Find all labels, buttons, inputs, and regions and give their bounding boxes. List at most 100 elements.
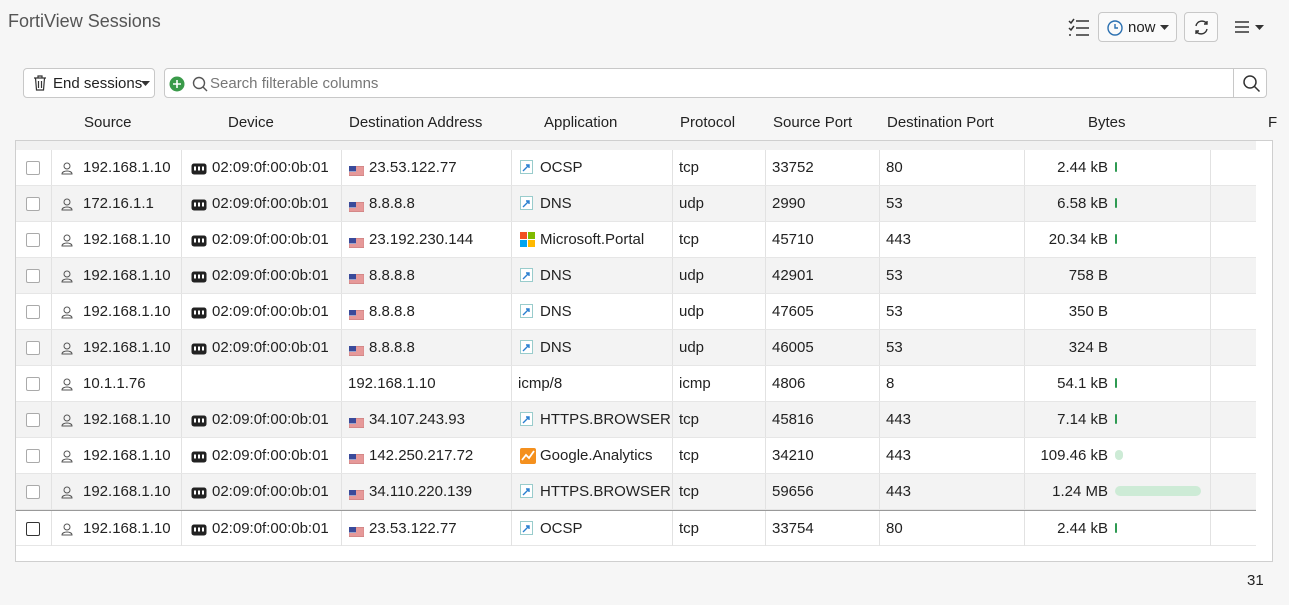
row-checkbox[interactable] bbox=[26, 522, 40, 536]
source: 192.168.1.10 bbox=[83, 339, 171, 356]
refresh-button[interactable] bbox=[1184, 12, 1218, 42]
bytes: 20.34 kB bbox=[1048, 231, 1108, 248]
device: 02:09:0f:00:0b:01 bbox=[212, 520, 329, 537]
session-row[interactable]: 10.1.1.76 192.168.1.10 icmp/8 icmp 4806 8 54.1… bbox=[16, 366, 1256, 402]
cell-divider bbox=[341, 258, 342, 293]
session-row[interactable]: 192.168.1.10 02:09:0f:00:0b:01 23.53.122.7… bbox=[16, 150, 1256, 186]
app-icon-glyph bbox=[520, 448, 536, 464]
app-icon-glyph bbox=[520, 232, 535, 247]
source: 192.168.1.10 bbox=[83, 447, 171, 464]
cell-divider bbox=[1210, 366, 1211, 401]
user-icon bbox=[61, 378, 73, 391]
user-icon-glyph bbox=[61, 306, 73, 319]
column-header[interactable]: Application bbox=[544, 114, 618, 131]
session-row[interactable]: 192.168.1.10 02:09:0f:00:0b:01 23.192.230.… bbox=[16, 222, 1256, 258]
bytes-bar bbox=[1115, 162, 1117, 172]
session-row[interactable]: 192.168.1.10 02:09:0f:00:0b:01 34.107.243.… bbox=[16, 402, 1256, 438]
app-icon bbox=[520, 304, 536, 320]
app-icon-glyph bbox=[520, 521, 533, 535]
refresh-icon bbox=[1195, 20, 1208, 35]
column-header[interactable]: Destination Address bbox=[349, 114, 483, 131]
row-checkbox[interactable] bbox=[26, 341, 40, 355]
cell-divider bbox=[1024, 511, 1025, 546]
cell-divider bbox=[341, 366, 342, 401]
cell-divider bbox=[51, 511, 52, 546]
cell-divider bbox=[672, 366, 673, 401]
trash-icon bbox=[34, 75, 46, 91]
time-button[interactable]: now bbox=[1098, 12, 1177, 42]
column-header[interactable]: Bytes bbox=[1088, 114, 1126, 131]
user-icon bbox=[61, 234, 73, 247]
destination-port: 443 bbox=[886, 231, 912, 248]
app-icon bbox=[520, 268, 536, 284]
user-icon bbox=[61, 523, 73, 536]
cell-divider bbox=[181, 366, 182, 401]
session-row[interactable]: 192.168.1.10 02:09:0f:00:0b:01 8.8.8.8 DNS u… bbox=[16, 330, 1256, 366]
page-title: FortiView Sessions bbox=[8, 11, 161, 31]
cell-divider bbox=[765, 186, 766, 221]
column-settings-icon[interactable] bbox=[1068, 17, 1090, 37]
device: 02:09:0f:00:0b:01 bbox=[212, 195, 329, 212]
flag-icon-glyph bbox=[348, 417, 365, 429]
destination: 34.107.243.93 bbox=[369, 411, 465, 428]
search-submit[interactable] bbox=[1242, 74, 1262, 94]
flag-icon-glyph bbox=[348, 237, 365, 249]
app-icon-glyph bbox=[520, 304, 533, 318]
row-checkbox[interactable] bbox=[26, 413, 40, 427]
search-box[interactable]: Search filterable columns bbox=[164, 68, 1267, 98]
cell-divider bbox=[181, 330, 182, 365]
row-checkbox[interactable] bbox=[26, 233, 40, 247]
column-header[interactable]: Device bbox=[228, 114, 274, 131]
source-port: 4806 bbox=[772, 375, 806, 392]
application: icmp/8 bbox=[518, 375, 563, 392]
cell-divider bbox=[51, 258, 52, 293]
column-header[interactable]: Destination Port bbox=[887, 114, 994, 131]
bytes: 6.58 kB bbox=[1057, 195, 1108, 212]
app-icon bbox=[520, 448, 536, 464]
session-row[interactable]: 192.168.1.10 02:09:0f:00:0b:01 142.250.217… bbox=[16, 438, 1256, 474]
session-row[interactable]: 192.168.1.10 02:09:0f:00:0b:01 8.8.8.8 DNS u… bbox=[16, 258, 1256, 294]
app-icon-glyph bbox=[520, 340, 533, 354]
cell-divider bbox=[765, 330, 766, 365]
device-icon-glyph bbox=[191, 235, 207, 247]
session-row[interactable]: 172.16.1.1 02:09:0f:00:0b:01 8.8.8.8 DNS udp… bbox=[16, 186, 1256, 222]
cell-divider bbox=[511, 366, 512, 401]
user-icon-glyph bbox=[61, 234, 73, 247]
cell-divider bbox=[181, 402, 182, 437]
cell-divider bbox=[1210, 330, 1211, 365]
source: 192.168.1.10 bbox=[83, 231, 171, 248]
session-row[interactable]: 192.168.1.10 02:09:0f:00:0b:01 23.53.122.7… bbox=[16, 510, 1256, 546]
source: 192.168.1.10 bbox=[83, 303, 171, 320]
cell-divider bbox=[181, 186, 182, 221]
destination-port: 443 bbox=[886, 411, 912, 428]
protocol: tcp bbox=[679, 483, 700, 500]
user-icon bbox=[61, 162, 73, 175]
row-checkbox[interactable] bbox=[26, 305, 40, 319]
row-checkbox[interactable] bbox=[26, 449, 40, 463]
destination: 142.250.217.72 bbox=[369, 447, 474, 464]
destination-port: 53 bbox=[886, 195, 903, 212]
row-checkbox[interactable] bbox=[26, 197, 40, 211]
row-checkbox[interactable] bbox=[26, 485, 40, 499]
session-row[interactable]: 192.168.1.10 02:09:0f:00:0b:01 8.8.8.8 DNS u… bbox=[16, 294, 1256, 330]
total-count: 31 bbox=[1247, 572, 1264, 589]
column-header[interactable]: Source Port bbox=[773, 114, 853, 131]
bytes-bar bbox=[1115, 450, 1123, 460]
session-row[interactable]: 192.168.1.10 02:09:0f:00:0b:01 34.110.220.… bbox=[16, 474, 1256, 510]
flag-icon bbox=[348, 451, 365, 465]
flag-icon bbox=[348, 343, 365, 357]
application: HTTPS.BROWSER bbox=[540, 411, 671, 428]
menu-button[interactable] bbox=[1234, 20, 1266, 34]
destination-port: 80 bbox=[886, 159, 903, 176]
column-header[interactable]: Source bbox=[84, 114, 132, 131]
row-checkbox[interactable] bbox=[26, 269, 40, 283]
end-sessions-button[interactable]: End sessions bbox=[23, 68, 155, 98]
row-checkbox[interactable] bbox=[26, 377, 40, 391]
column-header[interactable]: F bbox=[1268, 114, 1278, 131]
row-checkbox[interactable] bbox=[26, 161, 40, 175]
cell-divider bbox=[1024, 222, 1025, 257]
cell-divider bbox=[181, 511, 182, 546]
cell-divider bbox=[672, 222, 673, 257]
column-header[interactable]: Protocol bbox=[680, 114, 736, 131]
source-port: 46005 bbox=[772, 339, 814, 356]
